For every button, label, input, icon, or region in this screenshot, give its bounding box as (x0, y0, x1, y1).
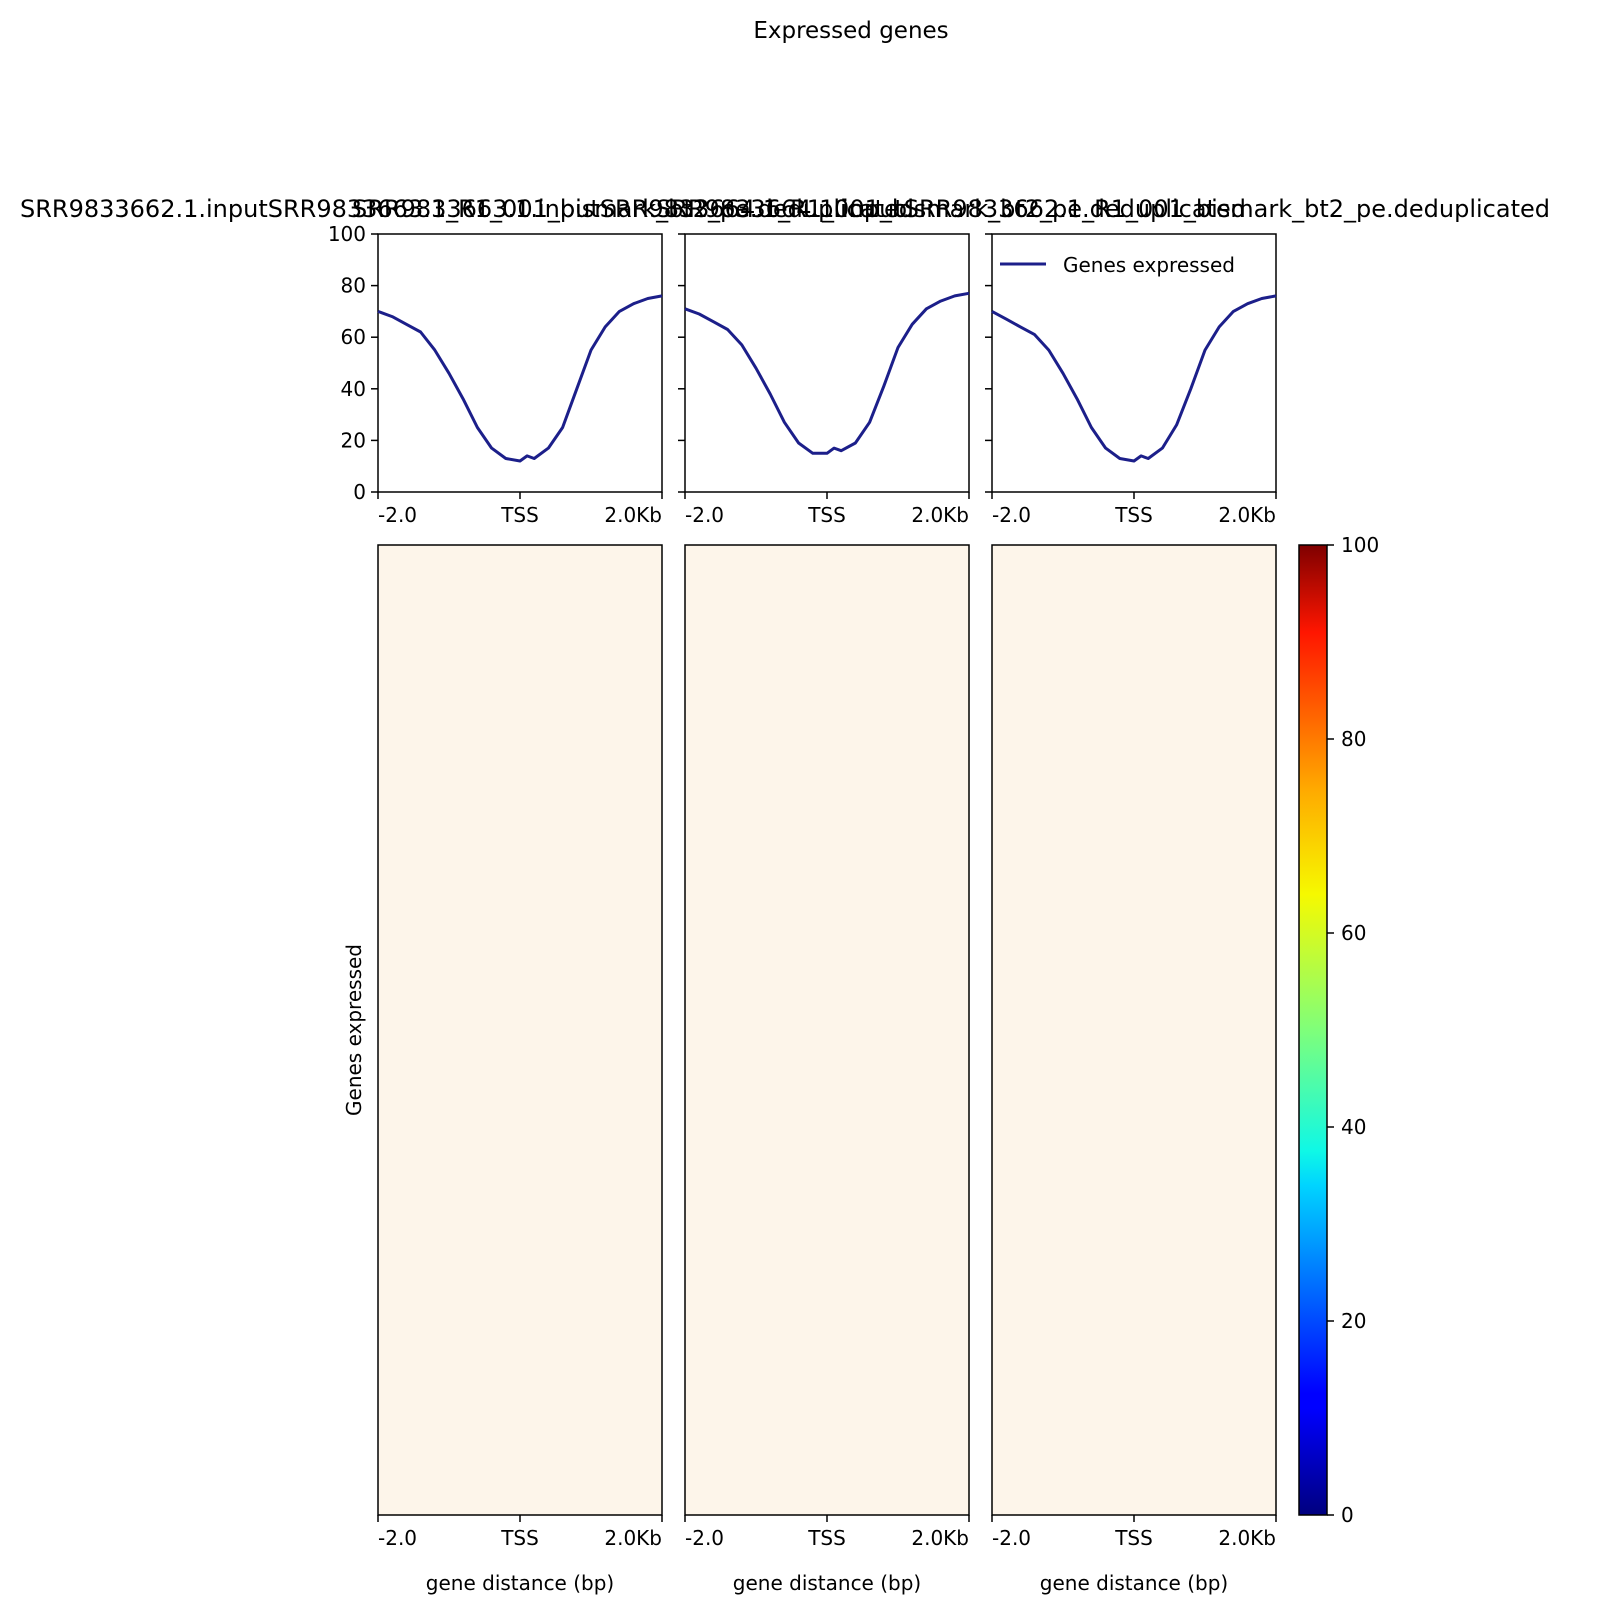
profile-1-title: SRR9833662.1.inputSRR9833663.1_R1_001_bi… (20, 195, 914, 223)
profile-y-tick-label: 60 (341, 325, 366, 349)
profile-2-x-tick-label: TSS (807, 503, 846, 527)
heatmap-1-x-tick-label: 2.0Kb (604, 1526, 662, 1550)
profile-2-title: SRR9833663.1.inputSRR9833664.1_R1_001_bi… (352, 195, 1246, 223)
heatmap-2-x-tick-label: -2.0 (685, 1526, 724, 1550)
profile-3-x-tick-label: 2.0Kb (1218, 503, 1276, 527)
profile-y-tick-label: 40 (341, 377, 366, 401)
colorbar-tick-label: 20 (1341, 1309, 1366, 1333)
profile-y-tick-label: 80 (341, 274, 366, 298)
profile-y-tick-label: 100 (328, 222, 366, 246)
colorbar-tick-label: 100 (1341, 533, 1379, 557)
heatmap-2-x-tick-label: 2.0Kb (911, 1526, 969, 1550)
legend-label: Genes expressed (1063, 253, 1235, 277)
heatmap-1-x-tick-label: TSS (500, 1526, 539, 1550)
profile-3-x-tick-label: -2.0 (992, 503, 1031, 527)
profile-1-line (377, 294, 663, 463)
colorbar-tick-label: 0 (1341, 1503, 1354, 1527)
profile-y-tick-label: 0 (353, 480, 366, 504)
profile-1-frame (377, 233, 663, 493)
heatmap-y-label: Genes expressed (342, 944, 366, 1116)
figure-title: Expressed genes (753, 18, 948, 44)
profile-1-x-tick-label: -2.0 (378, 503, 417, 527)
colorbar (1298, 544, 1328, 1516)
colorbar-tick-label: 80 (1341, 727, 1366, 751)
profile-2-x-tick-label: 2.0Kb (911, 503, 969, 527)
profile-1-x-tick-label: TSS (500, 503, 539, 527)
profile-3-line (991, 294, 1277, 463)
colorbar-tick-label: 40 (1341, 1115, 1366, 1139)
heatmap-3-x-tick-label: 2.0Kb (1218, 1526, 1276, 1550)
heatmap-2-x-label: gene distance (bp) (733, 1571, 921, 1595)
profile-y-tick-label: 20 (341, 428, 366, 452)
colorbar-tick-label: 60 (1341, 921, 1366, 945)
profile-1-x-tick-label: 2.0Kb (604, 503, 662, 527)
heatmap-1-x-tick-label: -2.0 (378, 1526, 417, 1550)
heatmap-3-x-label: gene distance (bp) (1040, 1571, 1228, 1595)
profile-3-x-tick-label: TSS (1114, 503, 1153, 527)
profile-2-x-tick-label: -2.0 (685, 503, 724, 527)
heatmap-3-x-tick-label: -2.0 (992, 1526, 1031, 1550)
profile-3-title: SRR9833664.1.inputSRR9833662.1_R1_001_bi… (656, 195, 1550, 223)
heatmap-3-x-tick-label: TSS (1114, 1526, 1153, 1550)
heatmap-2 (684, 544, 970, 1516)
heatmap-1-x-label: gene distance (bp) (426, 1571, 614, 1595)
heatmap-3 (991, 544, 1277, 1516)
heatmap-1 (377, 544, 663, 1516)
heatmap-2-x-tick-label: TSS (807, 1526, 846, 1550)
profile-2-line (684, 291, 970, 455)
